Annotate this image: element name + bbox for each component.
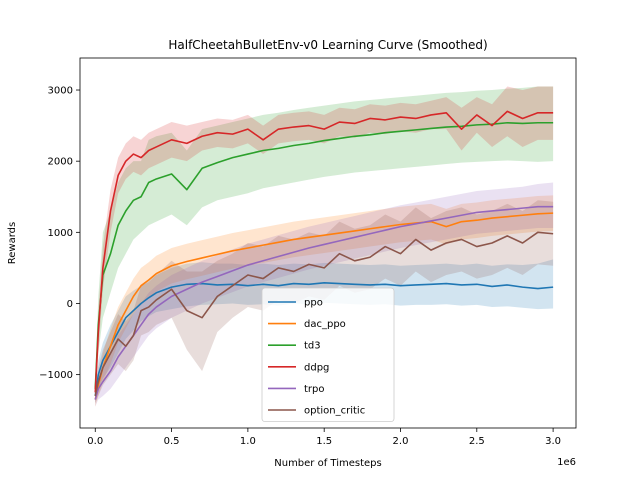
band-ddpg [95,86,554,400]
band-trpo [95,182,554,407]
y-axis-ticks: −1000 0 1000 2000 3000 [39,86,80,381]
legend-label-td3: td3 [304,341,321,352]
legend-label-trpo: trpo [304,384,325,395]
band-ppo [95,259,554,404]
x-axis-ticks: 0.0 0.5 1.0 1.5 2.0 2.5 3.0 [87,428,561,447]
x-tick-label: 1.0 [240,436,256,447]
x-tick-label: 3.0 [545,436,561,447]
y-tick-label: 1000 [48,228,73,239]
x-tick-label: 2.0 [393,436,409,447]
legend-label-ppo: ppo [304,298,323,309]
x-tick-label: 0.0 [87,436,103,447]
chart-title: HalfCheetahBulletEnv-v0 Learning Curve (… [168,38,487,52]
band-option-critic [95,200,554,404]
legend-label-ddpg: ddpg [304,362,329,373]
line-ppo [94,282,554,397]
x-tick-label: 2.5 [469,436,485,447]
legend-label-dac-ppo: dac_ppo [304,319,346,330]
y-tick-label: 3000 [48,86,73,97]
legend-box [261,287,395,423]
legend-label-option-critic: option_critic [304,406,365,417]
series-lines [94,110,554,400]
line-ddpg [94,110,554,393]
plot-frame [79,57,577,429]
y-tick-label: 0 [67,299,73,310]
line-option-critic [94,231,554,397]
legend: ppo dac_ppo td3 ddpg trpo option_critic [261,287,395,423]
line-dac-ppo [94,212,554,400]
x-tick-label: 1.5 [316,436,332,447]
y-tick-label: 2000 [48,157,73,168]
x-axis-label: Number of Timesteps [274,458,381,469]
x-axis-scale-label: 1e6 [557,457,576,468]
y-axis-label: Rewards [7,222,18,264]
band-dac-ppo [95,195,554,407]
x-tick-label: 0.5 [164,436,180,447]
y-tick-label: −1000 [39,370,73,381]
